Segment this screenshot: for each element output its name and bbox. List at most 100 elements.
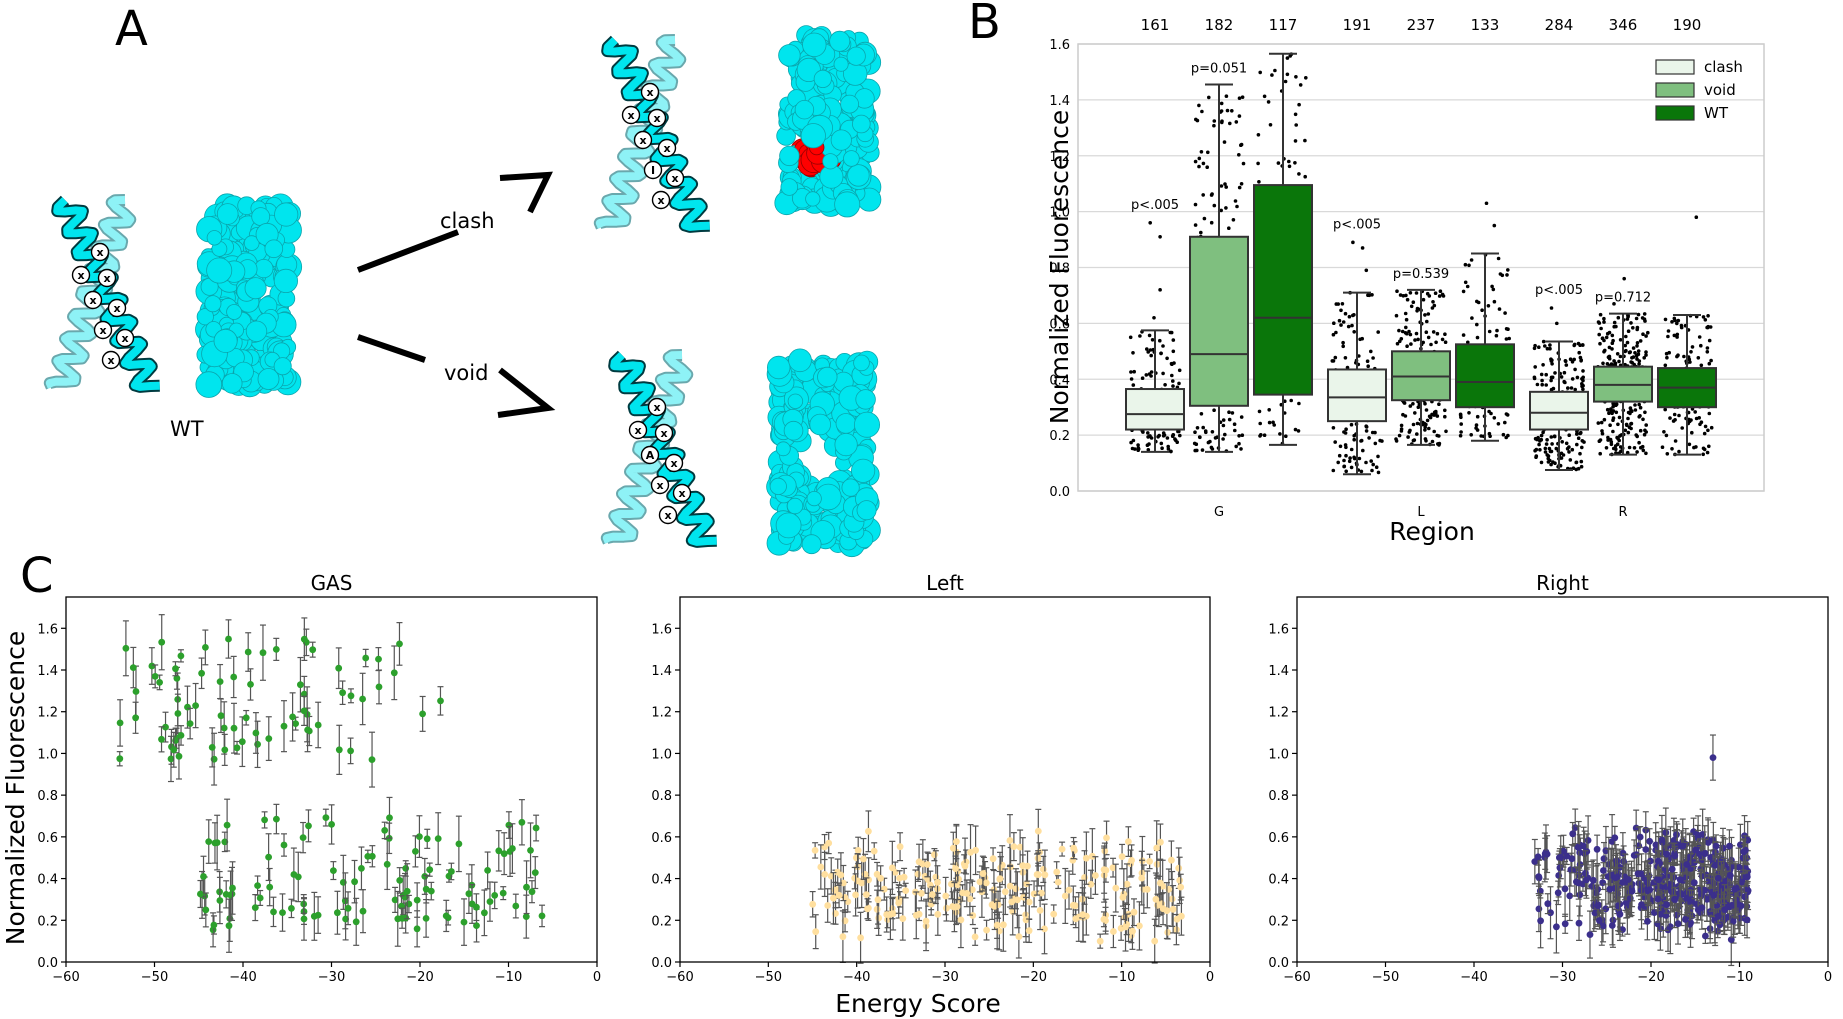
- strip-point: [1662, 430, 1666, 434]
- scatter-point: [1175, 864, 1183, 872]
- scatter-point: [914, 870, 922, 878]
- scatter-point: [983, 926, 990, 934]
- scatter-point: [156, 679, 164, 686]
- strip-point: [1241, 161, 1246, 166]
- strip-point: [1696, 356, 1701, 360]
- scatter-point: [280, 722, 288, 730]
- strip-point: [1639, 445, 1643, 450]
- scatter-point: [902, 887, 910, 894]
- void-surface-model: [766, 348, 881, 558]
- surface-atom: [833, 56, 849, 72]
- strip-point: [1340, 302, 1345, 306]
- strip-point: [1705, 346, 1710, 350]
- strip-point: [1540, 378, 1544, 383]
- strip-point: [1237, 114, 1242, 118]
- x-tick-label: −10: [495, 970, 522, 985]
- strip-point: [1630, 409, 1634, 414]
- strip-point: [1197, 164, 1201, 169]
- strip-point: [1562, 379, 1566, 384]
- strip-point: [1262, 94, 1267, 99]
- scatter-point: [423, 835, 431, 843]
- strip-point: [1643, 319, 1647, 323]
- surface-atom: [802, 32, 827, 58]
- strip-point: [1233, 428, 1237, 433]
- interface-residue-marker: [640, 82, 660, 102]
- void-label: void: [444, 361, 488, 385]
- strip-point: [1197, 435, 1202, 439]
- strip-point: [1132, 369, 1136, 374]
- y-tick-label: 0.6: [651, 831, 672, 846]
- strip-point: [1171, 384, 1175, 388]
- scatter-point: [222, 891, 230, 898]
- strip-point: [1504, 327, 1509, 331]
- strip-point: [1237, 153, 1241, 157]
- strip-point: [1361, 448, 1365, 453]
- scatter-point: [242, 714, 250, 722]
- scatter-point: [339, 689, 346, 697]
- surface-atom: [245, 320, 268, 343]
- sample-count: 191: [1343, 16, 1372, 34]
- strip-point: [1596, 421, 1601, 425]
- surface-atom: [846, 46, 866, 66]
- strip-point: [1219, 184, 1224, 188]
- scatter-point: [174, 710, 182, 717]
- strip-point: [1544, 372, 1548, 377]
- strip-point: [1664, 351, 1669, 356]
- interface-residue-label: x: [639, 134, 646, 147]
- scatter-point: [522, 913, 530, 920]
- scatter-point: [1168, 895, 1176, 903]
- strip-point: [1369, 459, 1373, 463]
- strip-point: [1580, 384, 1584, 389]
- strip-point: [1703, 424, 1708, 429]
- scatter-point: [486, 898, 494, 905]
- scatter-point: [531, 869, 539, 876]
- scatter-point: [347, 747, 354, 755]
- strip-point: [1600, 431, 1605, 436]
- strip-point: [1694, 215, 1699, 220]
- strip-point: [1576, 436, 1581, 441]
- surface-atom: [778, 44, 801, 67]
- wt-label: WT: [170, 417, 204, 441]
- strip-point: [1204, 430, 1208, 435]
- scatter-point: [230, 724, 238, 732]
- strip-point: [1258, 434, 1262, 438]
- scatter-point: [1129, 927, 1136, 935]
- strip-point: [1234, 120, 1239, 124]
- x-tick-label: −30: [931, 970, 958, 985]
- scatter-point: [177, 732, 185, 739]
- strip-point: [1337, 318, 1342, 323]
- strip-point: [1170, 362, 1174, 367]
- interface-residue-label: x: [660, 427, 667, 440]
- strip-point: [1424, 408, 1429, 412]
- strip-point: [1376, 470, 1381, 475]
- interface-residue-marker: [647, 397, 667, 417]
- scatter-point: [122, 644, 130, 652]
- strip-point: [1128, 335, 1133, 340]
- strip-point: [1431, 330, 1436, 334]
- interface-residue-marker: [107, 298, 127, 318]
- strip-point: [1338, 444, 1343, 449]
- strip-point: [1694, 416, 1699, 421]
- interface-residue-marker: [654, 423, 674, 443]
- scatter-point: [1065, 886, 1073, 894]
- y-tick-label: 1.6: [1049, 38, 1070, 53]
- strip-point: [1535, 437, 1539, 442]
- scatter-point: [413, 925, 421, 933]
- strip-point: [1607, 356, 1612, 361]
- scatter-point: [817, 863, 825, 871]
- strip-point: [1409, 342, 1413, 346]
- scatter-point: [809, 900, 817, 908]
- scatter-point: [880, 885, 888, 893]
- strip-point: [1492, 299, 1497, 304]
- interface-residue-label: x: [96, 246, 103, 259]
- strip-point: [1701, 452, 1705, 457]
- scatter-point: [197, 890, 204, 898]
- strip-point: [1635, 450, 1639, 454]
- scatter-point: [931, 851, 938, 859]
- panel-letter-b: B: [968, 0, 1001, 50]
- scatter-point: [442, 912, 450, 920]
- strip-point: [1666, 334, 1670, 339]
- strip-point: [1492, 416, 1497, 420]
- strip-point: [1376, 454, 1380, 459]
